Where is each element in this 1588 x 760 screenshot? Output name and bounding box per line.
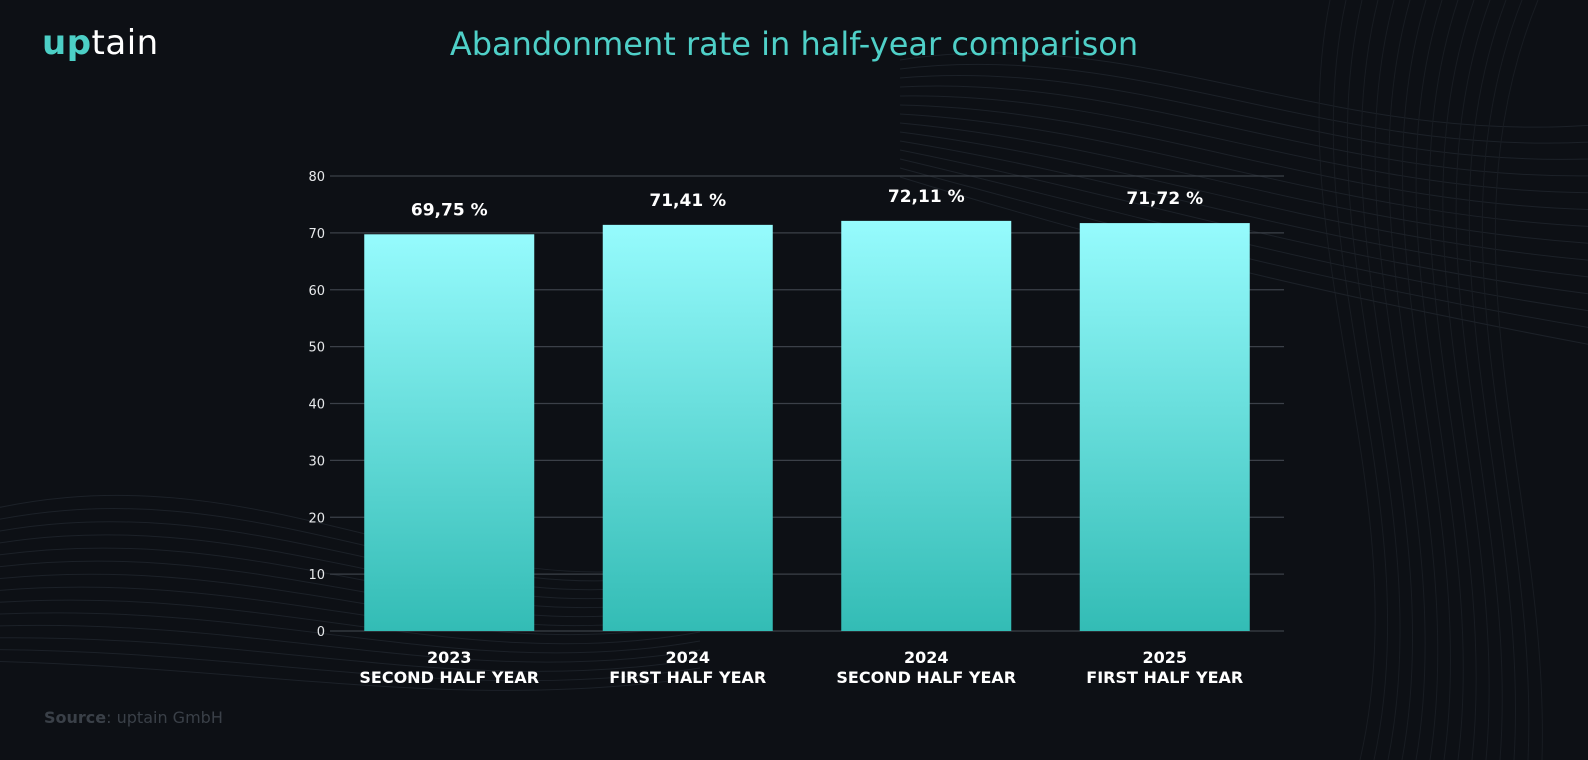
y-tick-label-10: 10 bbox=[308, 568, 325, 583]
uptain-logo: uptain bbox=[42, 26, 159, 60]
bg-wave-vertical-11 bbox=[1468, 0, 1517, 760]
y-tick-label-60: 60 bbox=[308, 284, 325, 299]
bg-wave-left-7 bbox=[0, 586, 701, 636]
bg-wave-right-5 bbox=[899, 104, 1588, 210]
bg-wave-right-12 bbox=[899, 167, 1588, 328]
logo-text-up: up bbox=[42, 23, 92, 63]
y-tick-label-70: 70 bbox=[308, 227, 325, 242]
bg-wave-right-3 bbox=[899, 85, 1588, 177]
y-tick-label-0: 0 bbox=[317, 625, 325, 640]
bg-wave-vertical-6 bbox=[1402, 0, 1451, 760]
bg-wave-vertical-2 bbox=[1346, 0, 1401, 760]
y-tick-label-50: 50 bbox=[308, 341, 325, 356]
bar-2 bbox=[602, 224, 773, 631]
bg-wave-right-6 bbox=[899, 113, 1588, 227]
bg-wave-left-12 bbox=[0, 649, 701, 682]
bars bbox=[364, 220, 1250, 631]
bg-wave-right-1 bbox=[899, 63, 1588, 144]
value-label-4: 71,72 % bbox=[1126, 189, 1203, 209]
bg-wave-right-13 bbox=[899, 176, 1588, 345]
y-tick-label-80: 80 bbox=[308, 170, 325, 185]
value-label-1: 69,75 % bbox=[411, 200, 488, 220]
y-tick-label-20: 20 bbox=[308, 511, 325, 526]
category-label-1-line-1: 2023 bbox=[427, 648, 472, 667]
bg-wave-vertical-3 bbox=[1360, 0, 1414, 760]
logo-text-tain: tain bbox=[91, 23, 159, 63]
value-label-2: 71,41 % bbox=[649, 191, 726, 211]
bg-wave-right-2 bbox=[899, 74, 1588, 160]
bg-wave-vertical-10 bbox=[1455, 0, 1503, 760]
bg-wave-right-9 bbox=[899, 140, 1588, 278]
bg-wave-left-13 bbox=[0, 660, 701, 691]
bg-wave-vertical-13 bbox=[1494, 0, 1543, 760]
bar-1 bbox=[364, 234, 535, 631]
source-separator: : bbox=[106, 708, 117, 727]
bar-4 bbox=[1079, 223, 1250, 631]
bg-wave-left-11 bbox=[0, 637, 701, 672]
y-tick-label-30: 30 bbox=[308, 454, 325, 469]
bg-wave-left-6 bbox=[0, 573, 701, 627]
bg-wave-left-4 bbox=[0, 547, 701, 609]
source-note: Source: uptain GmbH bbox=[44, 708, 223, 727]
bg-wave-vertical-8 bbox=[1429, 0, 1477, 760]
value-label-3: 72,11 % bbox=[888, 187, 965, 207]
bg-wave-left-9 bbox=[0, 612, 701, 654]
bg-wave-right-11 bbox=[899, 158, 1588, 312]
bg-wave-vertical-12 bbox=[1481, 0, 1530, 760]
category-label-3-line-1: 2024 bbox=[904, 648, 949, 667]
bg-wave-vertical-4 bbox=[1374, 0, 1426, 760]
category-label-4-line-1: 2025 bbox=[1142, 648, 1187, 667]
chart-title: Abandonment rate in half-year comparison bbox=[449, 25, 1139, 63]
bg-wave-left-8 bbox=[0, 599, 701, 645]
bg-wave-vertical-5 bbox=[1388, 0, 1439, 760]
category-label-3-line-2: SECOND HALF YEAR bbox=[836, 668, 1016, 687]
bg-wave-right-4 bbox=[899, 95, 1588, 194]
category-label-2-line-2: FIRST HALF YEAR bbox=[609, 668, 766, 687]
y-tick-label-40: 40 bbox=[308, 398, 325, 413]
bg-wave-right-0 bbox=[899, 52, 1588, 128]
bg-wave-vertical-1 bbox=[1332, 0, 1389, 760]
bg-wave-right-8 bbox=[899, 131, 1588, 261]
bg-wave-left-5 bbox=[0, 560, 701, 618]
bg-wave-right-10 bbox=[899, 149, 1588, 295]
value-labels: 69,75 % 71,41 % 72,11 % 71,72 % bbox=[411, 187, 1203, 220]
bg-wave-left-2 bbox=[0, 521, 701, 591]
source-label: Source bbox=[44, 708, 107, 727]
bg-wave-left-3 bbox=[0, 534, 701, 600]
bg-wave-vertical-7 bbox=[1415, 0, 1464, 760]
bg-wave-left-1 bbox=[0, 508, 701, 582]
bg-wave-vertical-9 bbox=[1442, 0, 1490, 760]
category-label-4-line-2: FIRST HALF YEAR bbox=[1086, 668, 1243, 687]
y-axis-ticks: 0 10 20 30 40 50 60 70 80 bbox=[308, 170, 325, 640]
bg-wave-right-7 bbox=[899, 122, 1588, 244]
bar-3 bbox=[841, 220, 1012, 631]
bg-wave-vertical-0 bbox=[1318, 0, 1376, 760]
source-value: uptain GmbH bbox=[116, 708, 223, 727]
category-label-2-line-1: 2024 bbox=[665, 648, 710, 667]
category-label-1-line-2: SECOND HALF YEAR bbox=[359, 668, 539, 687]
bg-wave-left-0 bbox=[0, 494, 701, 573]
bg-wave-left-10 bbox=[0, 624, 701, 663]
